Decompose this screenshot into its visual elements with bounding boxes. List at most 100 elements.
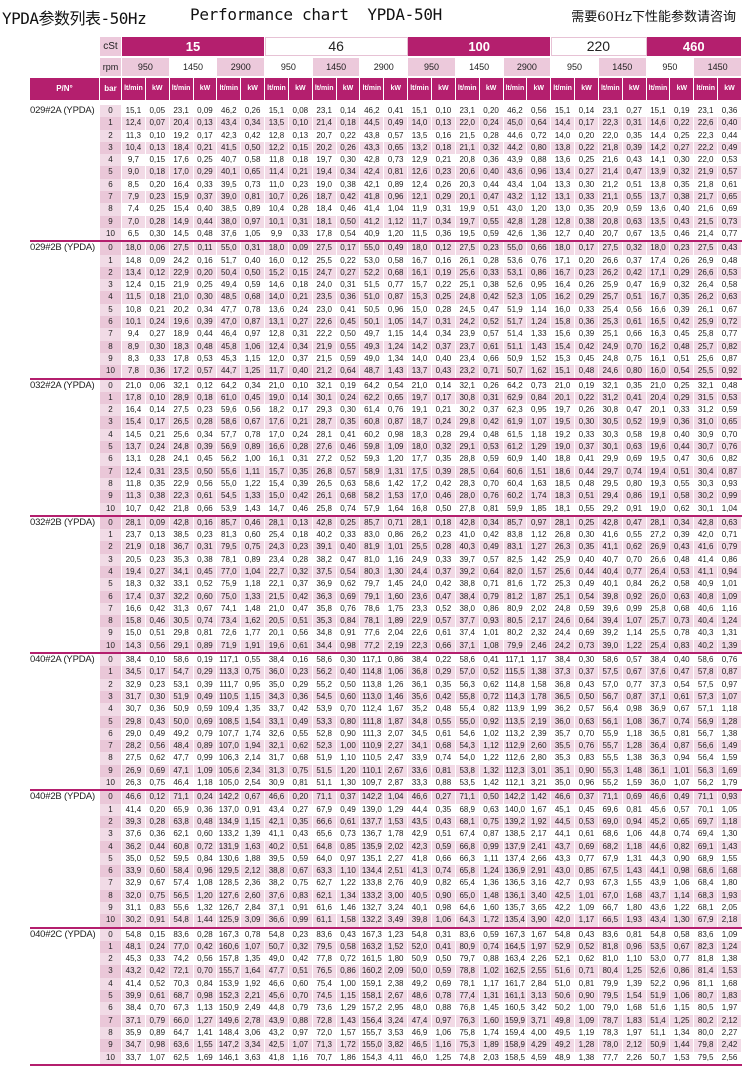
flow-value: 14,4 bbox=[647, 129, 671, 142]
power-value: 1,05 bbox=[527, 291, 552, 304]
power-value: 2,27 bbox=[384, 852, 409, 866]
power-value: 0,57 bbox=[384, 129, 409, 142]
flow-value: 12,1 bbox=[408, 191, 432, 204]
flow-value: 44,8 bbox=[647, 828, 671, 841]
flow-value: 41,6 bbox=[694, 541, 719, 554]
power-value: 2,02 bbox=[384, 840, 409, 853]
power-value: 0,58 bbox=[623, 428, 647, 442]
flow-value: 52,6 bbox=[647, 965, 671, 978]
flow-value: 22,2 bbox=[694, 141, 719, 155]
flow-value: 24,2 bbox=[170, 254, 194, 267]
power-value: 1,05 bbox=[718, 803, 742, 816]
power-value: 0,18 bbox=[146, 291, 170, 304]
power-value: 1,29 bbox=[337, 1002, 361, 1015]
power-value: 1,12 bbox=[384, 215, 409, 228]
model-name-empty bbox=[30, 703, 100, 716]
power-value: 0,32 bbox=[432, 441, 456, 454]
flow-value: 83,6 bbox=[170, 928, 194, 941]
power-value: 0,52 bbox=[337, 453, 361, 466]
table-row: 6 13,1 0,28 24,1 0,45 56,2 1,00 16,1 0,31 27,2 0,5… bbox=[30, 453, 742, 466]
flow-value: 26,1 bbox=[313, 490, 337, 503]
power-value: 1,97 bbox=[527, 940, 552, 954]
flow-value: 36,0 bbox=[265, 666, 289, 679]
flow-value: 64,2 bbox=[360, 379, 385, 392]
power-unit-header: kW bbox=[193, 78, 218, 100]
model-name-empty bbox=[30, 553, 100, 566]
flow-value: 20,5 bbox=[265, 615, 289, 628]
power-value: 2,32 bbox=[527, 627, 552, 640]
power-value: 2,07 bbox=[384, 727, 409, 741]
power-value: 0,67 bbox=[623, 227, 647, 241]
flow-value: 31,5 bbox=[694, 391, 719, 405]
power-value: 0,43 bbox=[337, 928, 361, 941]
power-value: 0,05 bbox=[146, 105, 170, 118]
power-value: 0,17 bbox=[146, 666, 170, 679]
power-value: 1,18 bbox=[718, 815, 742, 829]
flow-value: 25,6 bbox=[694, 352, 719, 366]
power-value: 0,77 bbox=[575, 852, 599, 866]
power-value: 0,09 bbox=[146, 254, 170, 267]
power-value: 1,43 bbox=[718, 840, 742, 853]
power-value: 0,50 bbox=[194, 465, 218, 478]
power-value: 0,62 bbox=[337, 578, 361, 591]
flow-value: 67,9 bbox=[599, 852, 623, 866]
rpm-header-950: 950 bbox=[551, 58, 599, 76]
flow-value: 35,0 bbox=[122, 852, 146, 866]
power-value: 3,16 bbox=[527, 877, 552, 890]
flow-value: 47,1 bbox=[170, 764, 194, 778]
flow-value: 15,3 bbox=[408, 291, 432, 304]
power-value: 1,31 bbox=[480, 990, 504, 1003]
flow-value: 21,4 bbox=[599, 166, 623, 179]
rpm-header-950: 950 bbox=[265, 58, 313, 76]
power-value: 0,69 bbox=[623, 791, 647, 804]
power-value: 0,51 bbox=[670, 352, 695, 366]
flow-value: 110,5 bbox=[360, 752, 385, 765]
power-value: 0,55 bbox=[670, 477, 695, 491]
flow-value: 25,5 bbox=[408, 541, 432, 554]
flow-value: 50,6 bbox=[551, 990, 576, 1003]
flow-value: 137,0 bbox=[217, 803, 242, 816]
power-value: 0,51 bbox=[480, 203, 504, 216]
model-name-empty bbox=[30, 291, 100, 304]
flow-value: 41,2 bbox=[360, 215, 385, 228]
power-value: 1,92 bbox=[241, 977, 266, 991]
power-value: 1,38 bbox=[527, 666, 552, 679]
flow-value: 135,7 bbox=[504, 902, 528, 915]
flow-value: 54,0 bbox=[456, 752, 480, 765]
power-value: 0,40 bbox=[670, 654, 695, 667]
bar-value: 2 bbox=[100, 815, 122, 829]
flow-value: 9,4 bbox=[122, 328, 146, 341]
power-value: 0,93 bbox=[718, 477, 742, 491]
power-value: 0,80 bbox=[623, 365, 647, 378]
flow-value: 51,0 bbox=[360, 291, 385, 304]
power-value: 0,27 bbox=[337, 266, 361, 280]
flow-value: 47,7 bbox=[217, 303, 242, 317]
flow-value: 13,7 bbox=[122, 441, 146, 454]
power-value: 1,92 bbox=[527, 815, 552, 829]
power-value: 0,50 bbox=[337, 678, 361, 691]
power-value: 0,18 bbox=[337, 117, 361, 130]
power-value: 1,22 bbox=[623, 639, 647, 653]
model-name-empty bbox=[30, 990, 100, 1003]
power-value: 0,22 bbox=[337, 129, 361, 142]
viscosity-header-100: 100 bbox=[408, 37, 552, 56]
flow-value: 22,6 bbox=[313, 316, 337, 329]
bar-value: 1 bbox=[100, 117, 122, 130]
power-value: 0,46 bbox=[241, 516, 266, 530]
power-value: 2,03 bbox=[480, 1051, 504, 1064]
flow-value: 30,8 bbox=[456, 391, 480, 405]
flow-value: 51,5 bbox=[360, 279, 385, 292]
power-value: 0,73 bbox=[527, 379, 552, 392]
power-value: 0,55 bbox=[623, 529, 647, 542]
power-value: 0,46 bbox=[289, 502, 313, 515]
power-value: 1,68 bbox=[718, 865, 742, 878]
flow-value: 82,5 bbox=[504, 553, 528, 566]
power-value: 2,80 bbox=[527, 752, 552, 765]
flow-value: 21,8 bbox=[694, 178, 719, 192]
flow-value: 12,2 bbox=[265, 141, 289, 155]
bar-value: 8 bbox=[100, 340, 122, 353]
flow-value: 69,7 bbox=[694, 815, 719, 829]
model-name-empty bbox=[30, 740, 100, 753]
power-value: 0,23 bbox=[289, 541, 313, 554]
flow-value: 36,3 bbox=[313, 590, 337, 603]
